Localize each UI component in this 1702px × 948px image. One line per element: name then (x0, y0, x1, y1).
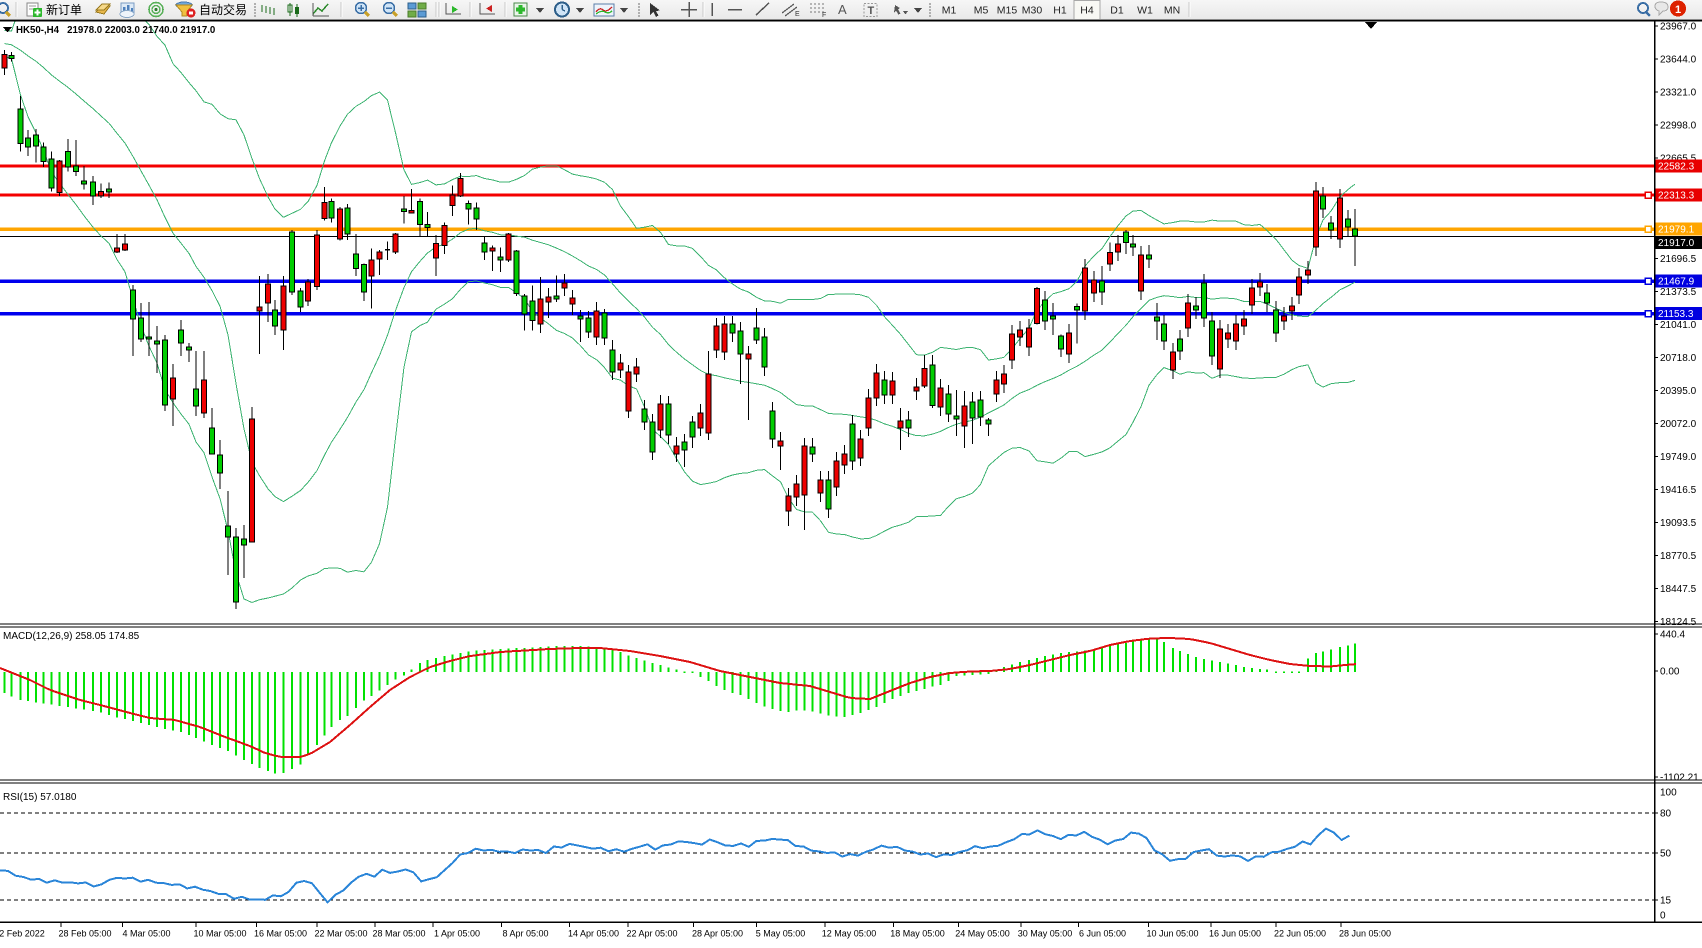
svg-text:21979.1: 21979.1 (1658, 225, 1695, 236)
svg-text:19416.5: 19416.5 (1660, 485, 1697, 496)
svg-text:H4: H4 (1080, 5, 1094, 17)
svg-text:6 Jun 05:00: 6 Jun 05:00 (1079, 929, 1126, 939)
svg-text:5 May 05:00: 5 May 05:00 (756, 929, 806, 939)
svg-text:20718.0: 20718.0 (1660, 353, 1697, 364)
svg-text:2 Feb 2022: 2 Feb 2022 (0, 929, 45, 939)
svg-text:21041.0: 21041.0 (1660, 320, 1697, 331)
svg-text:50: 50 (1660, 849, 1672, 860)
svg-text:A: A (838, 2, 847, 17)
svg-text:22313.3: 22313.3 (1658, 191, 1695, 202)
svg-text:D1: D1 (1110, 5, 1124, 17)
svg-text:15: 15 (1660, 896, 1672, 907)
svg-text:20395.0: 20395.0 (1660, 386, 1697, 397)
svg-text:30 May 05:00: 30 May 05:00 (1018, 929, 1073, 939)
svg-text:新订单: 新订单 (46, 2, 82, 17)
svg-text:16 Jun 05:00: 16 Jun 05:00 (1209, 929, 1261, 939)
svg-text:18770.5: 18770.5 (1660, 551, 1697, 562)
svg-text:19093.5: 19093.5 (1660, 518, 1697, 529)
svg-text:18124.5: 18124.5 (1660, 617, 1697, 628)
svg-text:28 Mar 05:00: 28 Mar 05:00 (372, 929, 425, 939)
svg-text:22582.3: 22582.3 (1658, 162, 1695, 173)
svg-text:21917.0: 21917.0 (1658, 238, 1695, 249)
svg-text:4 Mar 05:00: 4 Mar 05:00 (122, 929, 170, 939)
svg-text:M30: M30 (1022, 5, 1043, 17)
svg-text:10 Jun 05:00: 10 Jun 05:00 (1146, 929, 1198, 939)
svg-text:100: 100 (1660, 788, 1677, 799)
svg-text:0: 0 (1660, 911, 1666, 922)
svg-text:M5: M5 (974, 5, 989, 17)
svg-text:HK50-,H4 21978.0 22003.0 217: HK50-,H4 21978.0 22003.0 21740.0 21917.0 (16, 25, 215, 36)
svg-text:22 Apr 05:00: 22 Apr 05:00 (626, 929, 677, 939)
svg-text:T: T (868, 5, 875, 17)
svg-text:22 Jun 05:00: 22 Jun 05:00 (1274, 929, 1326, 939)
svg-text:10 Mar 05:00: 10 Mar 05:00 (193, 929, 246, 939)
svg-text:RSI(15) 57.0180: RSI(15) 57.0180 (3, 792, 77, 803)
svg-text:MACD(12,26,9) 258.05 174.85: MACD(12,26,9) 258.05 174.85 (3, 631, 140, 642)
svg-text:28 Jun 05:00: 28 Jun 05:00 (1339, 929, 1391, 939)
svg-text:1: 1 (1675, 4, 1681, 16)
svg-text:21153.3: 21153.3 (1658, 309, 1694, 320)
svg-text:20072.0: 20072.0 (1660, 419, 1697, 430)
svg-text:MN: MN (1164, 5, 1180, 17)
svg-text:24 May 05:00: 24 May 05:00 (955, 929, 1010, 939)
svg-text:0.00: 0.00 (1660, 667, 1680, 678)
svg-text:自动交易: 自动交易 (199, 2, 247, 17)
svg-text:E: E (795, 11, 800, 18)
svg-text:21696.5: 21696.5 (1660, 254, 1697, 265)
svg-text:1 Apr 05:00: 1 Apr 05:00 (434, 929, 480, 939)
svg-text:21467.9: 21467.9 (1658, 277, 1695, 288)
svg-text:23321.0: 23321.0 (1660, 88, 1697, 99)
svg-text:F: F (822, 12, 826, 19)
svg-text:28 Apr 05:00: 28 Apr 05:00 (692, 929, 743, 939)
svg-text:W1: W1 (1137, 5, 1153, 17)
svg-text:M1: M1 (942, 5, 957, 17)
svg-text:22998.0: 22998.0 (1660, 121, 1697, 132)
svg-text:19749.0: 19749.0 (1660, 452, 1697, 463)
svg-text:23967.0: 23967.0 (1660, 22, 1697, 33)
svg-text:80: 80 (1660, 809, 1672, 820)
svg-text:440.4: 440.4 (1660, 630, 1685, 641)
svg-text:M15: M15 (997, 5, 1018, 17)
svg-text:16 Mar 05:00: 16 Mar 05:00 (254, 929, 307, 939)
svg-text:18 May 05:00: 18 May 05:00 (890, 929, 945, 939)
svg-text:28 Feb 05:00: 28 Feb 05:00 (58, 929, 111, 939)
svg-text:8 Apr 05:00: 8 Apr 05:00 (502, 929, 548, 939)
svg-text:H1: H1 (1053, 5, 1067, 17)
svg-text:21373.5: 21373.5 (1660, 287, 1697, 298)
svg-text:22 Mar 05:00: 22 Mar 05:00 (314, 929, 367, 939)
svg-text:23644.0: 23644.0 (1660, 55, 1697, 66)
svg-text:18447.5: 18447.5 (1660, 584, 1697, 595)
svg-text:12 May 05:00: 12 May 05:00 (822, 929, 877, 939)
svg-text:14 Apr 05:00: 14 Apr 05:00 (568, 929, 619, 939)
svg-text:-1102.21: -1102.21 (1660, 773, 1699, 784)
